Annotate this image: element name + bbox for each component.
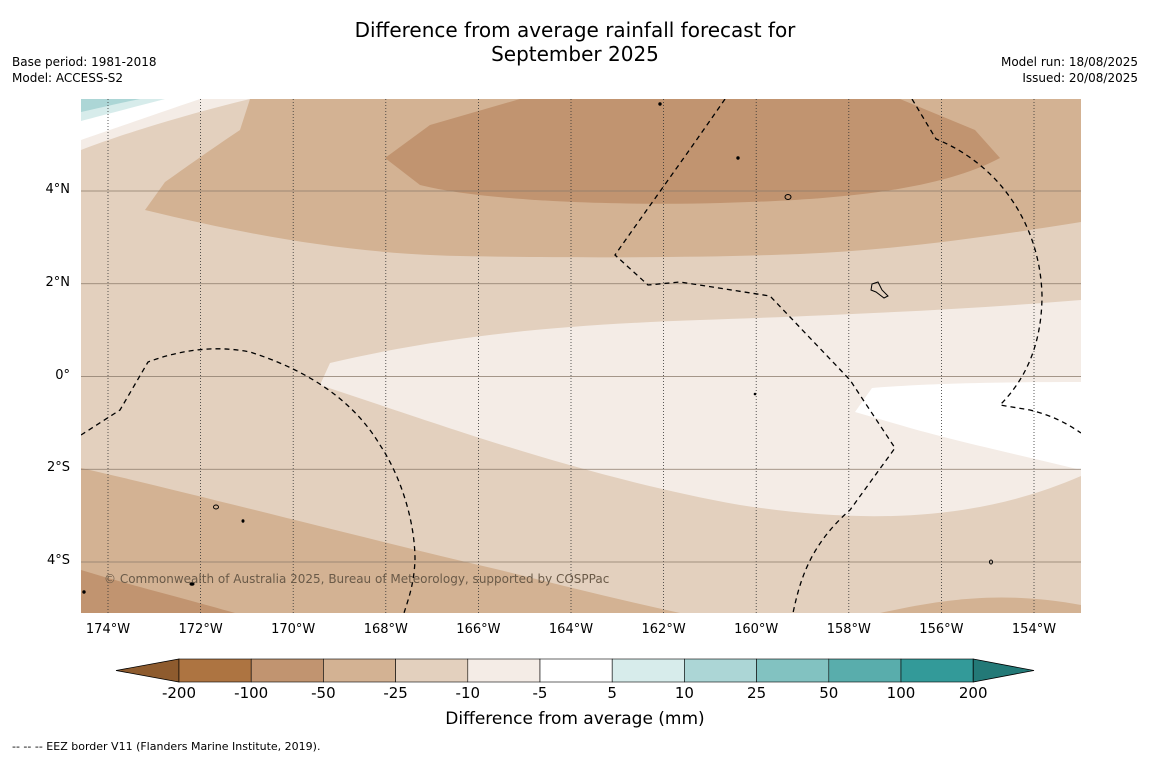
colorbar-tick-label: -25 xyxy=(383,684,408,702)
contour-right-white xyxy=(855,382,1081,470)
x-tick-label: 168°W xyxy=(363,622,408,637)
island xyxy=(870,281,889,299)
colorbar-segment xyxy=(395,658,469,683)
colorbar-tick-label: 5 xyxy=(607,684,617,702)
issued-text: Issued: 20/08/2025 xyxy=(1022,71,1138,85)
colorbar-tick-label: 50 xyxy=(819,684,839,702)
colorbar-segment xyxy=(467,658,541,683)
base-period-text: Base period: 1981-2018 xyxy=(12,55,157,69)
colorbar-tick-label: 200 xyxy=(958,684,988,702)
colorbar-tick-label: -50 xyxy=(311,684,336,702)
colorbar-tick-label: -10 xyxy=(455,684,481,702)
island xyxy=(241,519,245,523)
title-line-2: September 2025 xyxy=(491,42,659,66)
map-title: Difference from average rainfall forecas… xyxy=(0,18,1150,66)
contour-bottomright-25-50 xyxy=(880,597,1081,613)
colorbar-tick-label: 100 xyxy=(886,684,916,702)
title-line-1: Difference from average rainfall forecas… xyxy=(354,18,796,42)
eez-border-left xyxy=(81,348,416,613)
contour-bottomleft-50-100 xyxy=(81,570,235,613)
colorbar-segment xyxy=(828,658,902,683)
eez-borders xyxy=(81,99,1081,613)
colorbar-title: Difference from average (mm) xyxy=(445,709,705,729)
contour-bottomleft-25-50 xyxy=(81,468,680,613)
islands xyxy=(82,102,993,594)
model-run-text: Model run: 18/08/2025 xyxy=(1000,55,1138,69)
x-tick-label: 170°W xyxy=(271,622,316,637)
colorbar-segment xyxy=(250,658,324,683)
colorbar-tick-label: -200 xyxy=(161,684,197,702)
colorbar-segment xyxy=(323,658,396,683)
x-tick-label: 160°W xyxy=(734,622,779,637)
meta-right: Model run: 18/08/2025 Issued: 20/08/2025 xyxy=(1001,54,1138,86)
colorbar-segment xyxy=(178,658,252,683)
y-tick-label: 4°N xyxy=(45,182,71,197)
colorbar-tick-label: -5 xyxy=(532,684,548,702)
island xyxy=(784,194,792,200)
y-tick-label: 0° xyxy=(55,367,70,383)
y-tick-label: 4°S xyxy=(46,553,70,568)
colorbar-segment xyxy=(539,658,613,683)
colorbar-segment xyxy=(611,658,685,683)
island xyxy=(736,156,740,160)
x-tick-label: 156°W xyxy=(919,622,964,637)
gridlines xyxy=(81,99,1081,613)
contour-center-neg5-10 xyxy=(320,300,1081,517)
meta-left: Base period: 1981-2018 Model: ACCESS-S2 xyxy=(12,54,157,86)
model-text: Model: ACCESS-S2 xyxy=(12,71,124,85)
colorbar xyxy=(115,658,1035,683)
colorbar-arrow-left xyxy=(115,658,180,683)
colorbar-tick-label: 25 xyxy=(747,684,767,702)
y-tick-label: 2°N xyxy=(45,274,71,290)
x-tick-label: 164°W xyxy=(548,622,594,637)
contour-topleft-teal-dark xyxy=(81,99,140,112)
island xyxy=(82,590,86,594)
colorbar-segment xyxy=(684,658,757,683)
rainfall-contours xyxy=(81,99,1081,613)
y-tick-label: 2°S xyxy=(46,460,70,476)
colorbar-segment xyxy=(900,658,974,683)
x-tick-label: 174°W xyxy=(85,622,131,637)
island xyxy=(189,582,195,586)
x-tick-label: 158°W xyxy=(826,622,871,637)
colorbar-tick-label: -100 xyxy=(234,684,269,702)
x-tick-label: 172°W xyxy=(178,622,223,637)
colorbar-segment xyxy=(756,658,830,683)
copyright-notice: © Commonwealth of Australia 2025, Bureau… xyxy=(104,572,610,586)
contour-top-50-100 xyxy=(385,99,1000,204)
x-tick-label: 162°W xyxy=(641,622,686,637)
x-tick-label: 166°W xyxy=(456,622,501,637)
island xyxy=(213,504,219,510)
colorbar-arrow-right xyxy=(972,658,1035,683)
island xyxy=(658,102,662,106)
colorbar-tick-label: 10 xyxy=(674,684,694,702)
x-tick-label: 154°W xyxy=(1011,622,1057,637)
island xyxy=(753,392,757,396)
island xyxy=(989,559,993,565)
eez-legend-note: -- -- -- EEZ border V11 (Flanders Marine… xyxy=(12,740,321,753)
